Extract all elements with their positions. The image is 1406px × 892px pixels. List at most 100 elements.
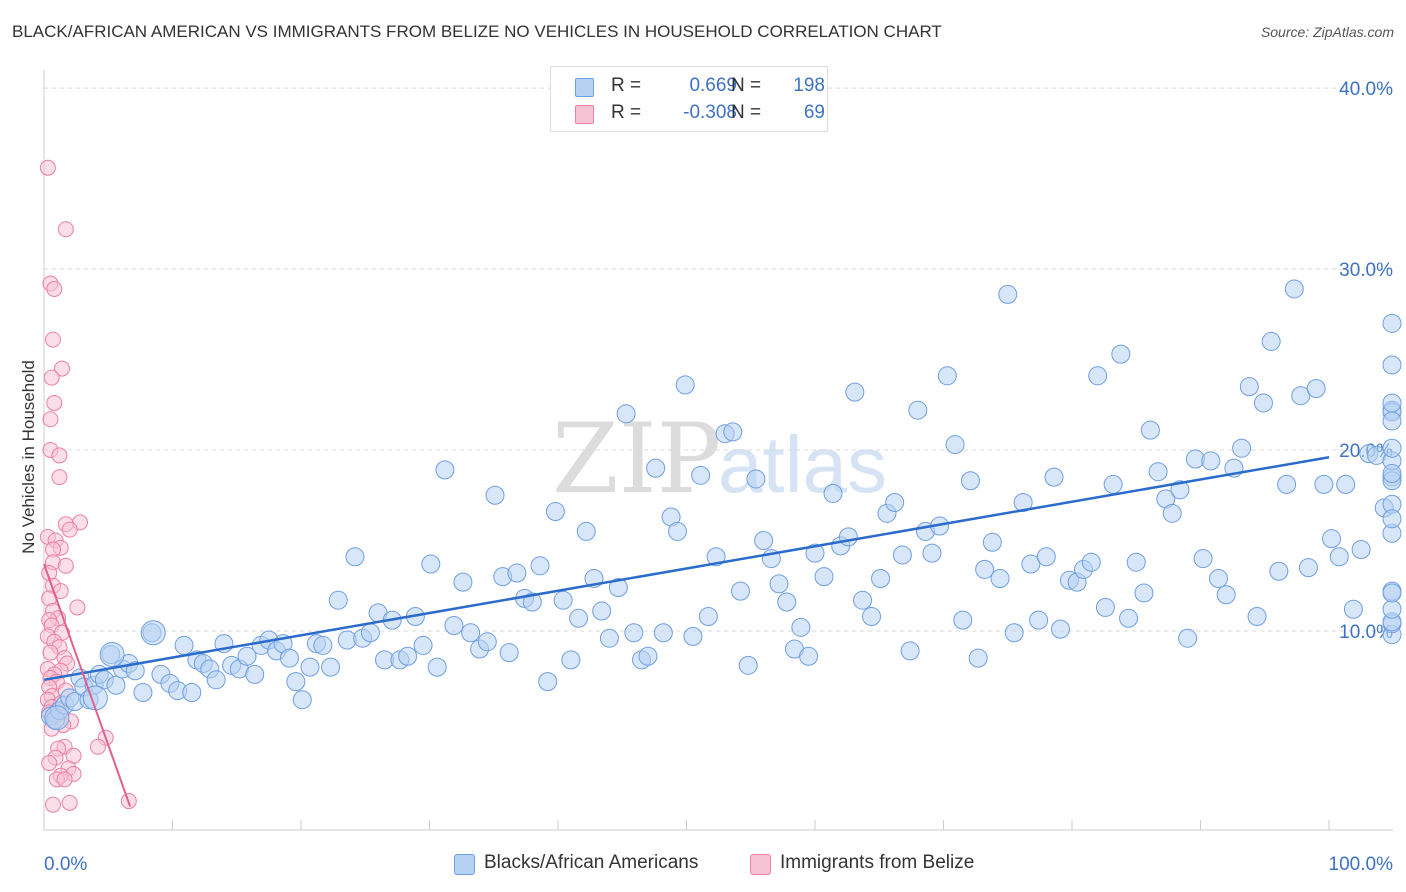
blacks-point [1050, 619, 1070, 639]
belize-point [46, 280, 63, 297]
blacks-point [653, 623, 673, 643]
belize-point [43, 369, 60, 386]
r-value: -0.308 [683, 102, 737, 123]
r-label: R = [611, 102, 642, 123]
blacks-trend-line [43, 456, 1330, 682]
blacks-point [945, 435, 965, 455]
blacks-point [413, 635, 433, 655]
watermark-atlas: atlas [718, 420, 887, 509]
blacks-point [1216, 585, 1236, 605]
blacks-point [777, 592, 797, 612]
blacks-point [106, 675, 126, 695]
blacks-point [174, 635, 194, 655]
legend-label: Immigrants from Belize [780, 852, 975, 873]
blacks-point [321, 657, 341, 677]
blacks-point [1232, 438, 1252, 458]
blacks-point [723, 422, 743, 442]
blacks-point [1148, 462, 1168, 482]
belize-point [42, 644, 59, 661]
blacks-point [953, 610, 973, 630]
blacks-point [125, 661, 145, 681]
belize-point [51, 469, 68, 486]
blacks-point [862, 606, 882, 626]
blacks-point [1004, 623, 1024, 643]
blacks-point [279, 648, 299, 668]
blacks-point [1029, 610, 1049, 630]
blacks-point [427, 657, 447, 677]
blacks-point [769, 574, 789, 594]
belize-point [61, 794, 78, 811]
blacks-point [507, 563, 527, 583]
blacks-point [871, 568, 891, 588]
blacks-point [1081, 552, 1101, 572]
n-value: 69 [803, 102, 825, 123]
pink-swatch-icon [750, 854, 771, 875]
n-label: N = [731, 102, 762, 123]
blacks-point [592, 601, 612, 621]
blacks-point [982, 532, 1002, 552]
blacks-point [461, 623, 481, 643]
blacks-point [746, 469, 766, 489]
belize-point [51, 447, 68, 464]
blacks-point-large [140, 620, 166, 646]
belize-point [44, 331, 61, 348]
blacks-point [1351, 540, 1371, 560]
blacks-point [799, 646, 819, 666]
blacks-point [1088, 366, 1108, 386]
blacks-point [545, 502, 565, 522]
belize-point [61, 521, 78, 538]
blacks-point [738, 655, 758, 675]
blacks-point [638, 646, 658, 666]
chart-title: BLACK/AFRICAN AMERICAN VS IMMIGRANTS FRO… [12, 22, 942, 41]
blacks-point [908, 400, 928, 420]
blacks-point [1382, 313, 1402, 333]
blacks-point [885, 492, 905, 512]
blacks-point [706, 547, 726, 567]
belize-point [57, 557, 74, 574]
blacks-point [900, 641, 920, 661]
blacks-point [683, 626, 703, 646]
blacks-point [286, 672, 306, 692]
blacks-point [805, 543, 825, 563]
belize-point [53, 360, 70, 377]
blacks-point [292, 690, 312, 710]
blacks-point [206, 670, 226, 690]
blacks-point-large [99, 641, 125, 667]
blacks-point [646, 458, 666, 478]
blacks-point [754, 530, 774, 550]
correlation-legend: R = 0.669 N = 198 R = -0.308 N = 69 [550, 66, 828, 132]
blacks-point [245, 664, 265, 684]
blacks-point [838, 527, 858, 547]
blacks-point [1336, 474, 1356, 494]
belize-point [46, 394, 63, 411]
blacks-point [553, 590, 573, 610]
belize-trend-line [43, 563, 132, 807]
blacks-point [1382, 355, 1402, 375]
belize-point [69, 599, 86, 616]
y-tick-label: 30.0% [1339, 260, 1393, 281]
blacks-point [730, 581, 750, 601]
blacks-point [133, 682, 153, 702]
blacks-point [1253, 393, 1273, 413]
blacks-point [576, 521, 596, 541]
blacks-point [1134, 583, 1154, 603]
blacks-point [1382, 509, 1402, 529]
blacks-point [477, 632, 497, 652]
blacks-point [1140, 420, 1160, 440]
blacks-point [968, 648, 988, 668]
belize-point [39, 159, 56, 176]
blacks-point [1193, 549, 1213, 569]
blacks-point [530, 556, 550, 576]
blacks-point [1343, 599, 1363, 619]
blacks-point [616, 404, 636, 424]
blacks-point [845, 382, 865, 402]
blacks-point [485, 485, 505, 505]
pink-swatch-icon [575, 105, 594, 124]
blacks-point [328, 590, 348, 610]
blacks-point [608, 578, 628, 598]
blacks-point [444, 616, 464, 636]
blacks-point [1178, 628, 1198, 648]
blacks-point [1162, 503, 1182, 523]
blacks-point [1322, 529, 1342, 549]
